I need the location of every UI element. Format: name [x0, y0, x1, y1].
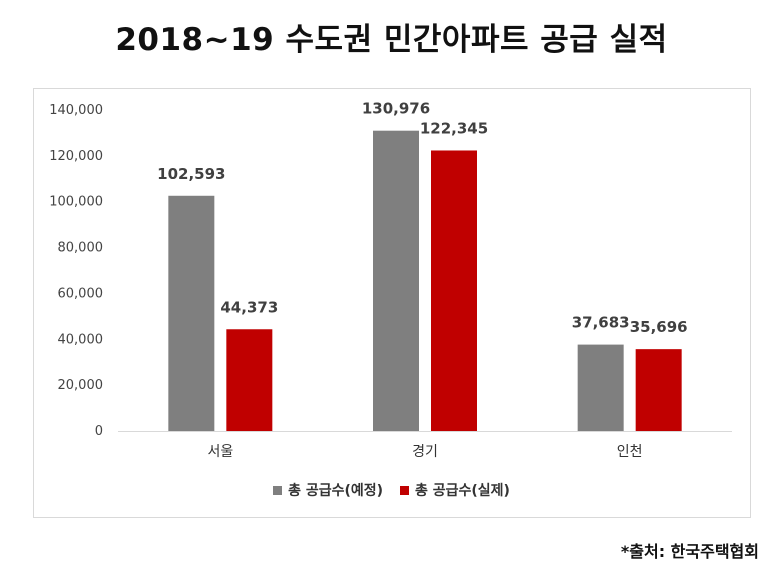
chart-title: 2018~19 수도권 민간아파트 공급 실적	[115, 22, 668, 58]
bar-planned	[168, 195, 215, 431]
data-label: 122,345	[420, 119, 488, 137]
chart-legend: 총 공급수(예정) 총 공급수(실제)	[0, 480, 783, 500]
y-tick-label: 60,000	[58, 286, 104, 301]
y-tick-label: 80,000	[58, 241, 104, 256]
bar-actual	[635, 349, 682, 431]
y-tick-label: 20,000	[58, 378, 104, 393]
bar-actual	[226, 329, 273, 431]
y-tick-label: 120,000	[49, 149, 103, 164]
data-label: 35,696	[630, 318, 688, 336]
data-label: 37,683	[572, 314, 630, 332]
bar-actual	[431, 150, 477, 431]
legend-label-planned: 총 공급수(예정)	[288, 483, 384, 499]
source-note: *출처: 한국주택협회	[620, 542, 759, 561]
data-label: 44,373	[220, 298, 278, 316]
y-tick-label: 100,000	[49, 195, 103, 210]
legend-item-actual: 총 공급수(실제)	[399, 480, 510, 500]
legend-item-planned: 총 공급수(예정)	[273, 480, 383, 500]
bar-planned	[373, 130, 419, 432]
y-tick-label: 40,000	[58, 332, 104, 347]
legend-swatch-planned	[273, 485, 283, 495]
y-tick-label: 0	[95, 424, 103, 439]
data-label: 102,593	[157, 165, 225, 183]
legend-label-actual: 총 공급수(실제)	[414, 483, 510, 499]
data-label: 130,976	[362, 100, 430, 118]
legend-swatch-actual	[399, 485, 409, 495]
y-tick-label: 140,000	[49, 103, 103, 118]
x-category-label: 인천	[617, 444, 643, 460]
x-category-label: 서울	[207, 444, 233, 460]
bar-planned	[577, 344, 624, 431]
x-category-label: 경기	[412, 444, 438, 460]
